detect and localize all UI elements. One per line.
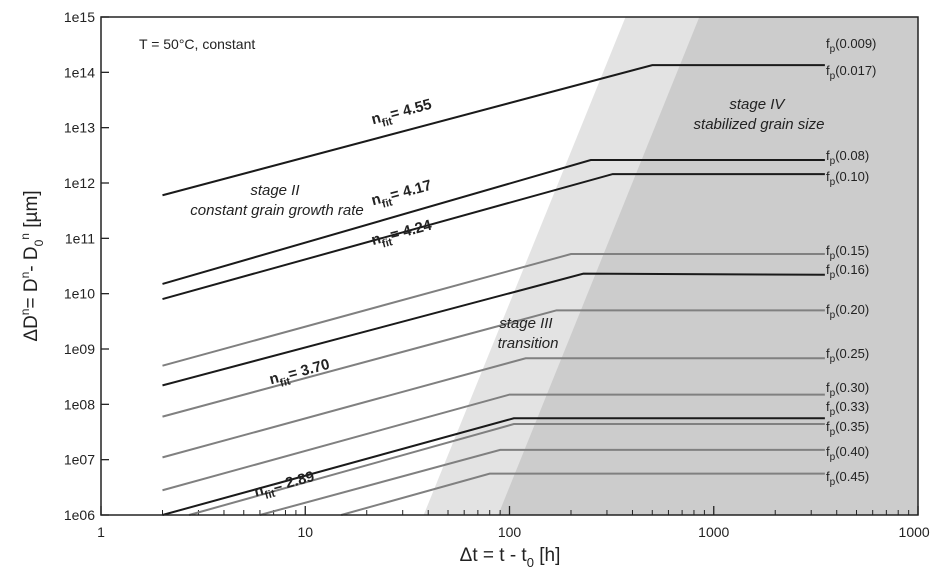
series-label: fp(0.10) [826, 169, 869, 188]
y-tick-label: 1e08 [64, 396, 95, 412]
series-line [162, 159, 825, 285]
stage2-title: stage II [250, 182, 299, 199]
stage3-subtitle: transition [498, 335, 559, 352]
y-tick-label: 1e13 [64, 120, 95, 136]
series-label: fp(0.15) [826, 243, 869, 262]
stage2-label: stage II constant grain growth rate [190, 182, 363, 219]
series-labels: fp(0.009) fp(0.017) fp(0.08) fp(0.10) fp(0.1… [826, 36, 876, 488]
y-tick-labels: 1e06 1e07 1e08 1e09 1e10 1e11 1e12 1e13 1e14 1e15 [64, 9, 95, 523]
y-axis-title-sup3: n [18, 233, 32, 240]
x-tick-labels: 1 10 100 1000 10000 [97, 524, 930, 540]
fit-label: nfit= 2.89 [252, 468, 317, 504]
stage4-title: stage IV [729, 96, 786, 113]
y-axis-title-delta: ΔD [21, 315, 42, 341]
series-line [162, 393, 825, 492]
series-line [162, 417, 825, 516]
y-axis-title-minus: - D [21, 246, 42, 271]
y-axis-title: ΔDn= Dn- D0n [µm] [18, 190, 46, 341]
y-tick-label: 1e07 [64, 452, 95, 468]
series-label: fp(0.25) [826, 346, 869, 365]
series-line [162, 357, 825, 459]
y-tick-label: 1e11 [65, 230, 95, 246]
series-line [259, 448, 825, 516]
x-tick-label: 1000 [698, 524, 729, 540]
series-label: fp(0.017) [826, 63, 876, 82]
series-label: fp(0.45) [826, 469, 869, 488]
series-line [340, 472, 825, 516]
condition-label: T = 50°C, constant [139, 36, 255, 52]
series-label: fp(0.16) [826, 262, 869, 281]
x-axis-title-unit: [h] [534, 545, 560, 566]
series-label: fp(0.08) [826, 148, 869, 167]
y-axis-title-unit: [µm] [21, 190, 42, 233]
series-line [162, 272, 825, 387]
series-line [162, 309, 825, 418]
stage-regions [423, 17, 918, 515]
x-tick-label: 1 [97, 524, 105, 540]
series-label: fp(0.20) [826, 302, 869, 321]
series-label: fp(0.35) [826, 419, 869, 438]
stage3-label: stage III transition [498, 315, 559, 352]
x-axis-title: Δt = t - t0 [h] [460, 545, 561, 570]
series-label: fp(0.40) [826, 444, 869, 463]
x-axis-title-main: Δt = t - t [460, 545, 528, 566]
series-lines [162, 64, 825, 516]
plot-frame [100, 16, 919, 516]
y-tick-label: 1e15 [64, 9, 95, 25]
y-tick-label: 1e10 [64, 286, 95, 302]
y-tick-label: 1e12 [64, 175, 95, 191]
y-tick-label: 1e06 [64, 507, 95, 523]
series-label: fp(0.33) [826, 399, 869, 418]
y-tick-label: 1e14 [64, 64, 95, 80]
fit-label: nfit= 4.55 [370, 96, 435, 132]
series-line [162, 173, 825, 300]
series-line [162, 64, 825, 197]
region-stabilized [498, 17, 918, 515]
y-tick-label: 1e09 [64, 341, 95, 357]
series-line [188, 423, 825, 516]
x-axis-title-sub: 0 [527, 555, 534, 570]
x-tick-label: 100 [498, 524, 522, 540]
stage3-title: stage III [499, 315, 552, 332]
stage4-label: stage IV stabilized grain size [694, 96, 825, 133]
series-label: fp(0.009) [826, 36, 876, 55]
x-tick-label: 10 [297, 524, 313, 540]
y-axis-title-sup1: n [18, 309, 32, 316]
series-line [162, 253, 825, 367]
fit-label: nfit= 3.70 [268, 356, 333, 392]
stage2-subtitle: constant grain growth rate [190, 202, 363, 219]
y-axis-title-sub0: 0 [32, 239, 46, 246]
x-tick-label: 10000 [899, 524, 930, 540]
y-axis-title-eq: = D [21, 278, 42, 308]
series-label: fp(0.30) [826, 380, 869, 399]
stage4-subtitle: stabilized grain size [694, 116, 825, 133]
y-axis-title-sup2: n [18, 272, 32, 279]
